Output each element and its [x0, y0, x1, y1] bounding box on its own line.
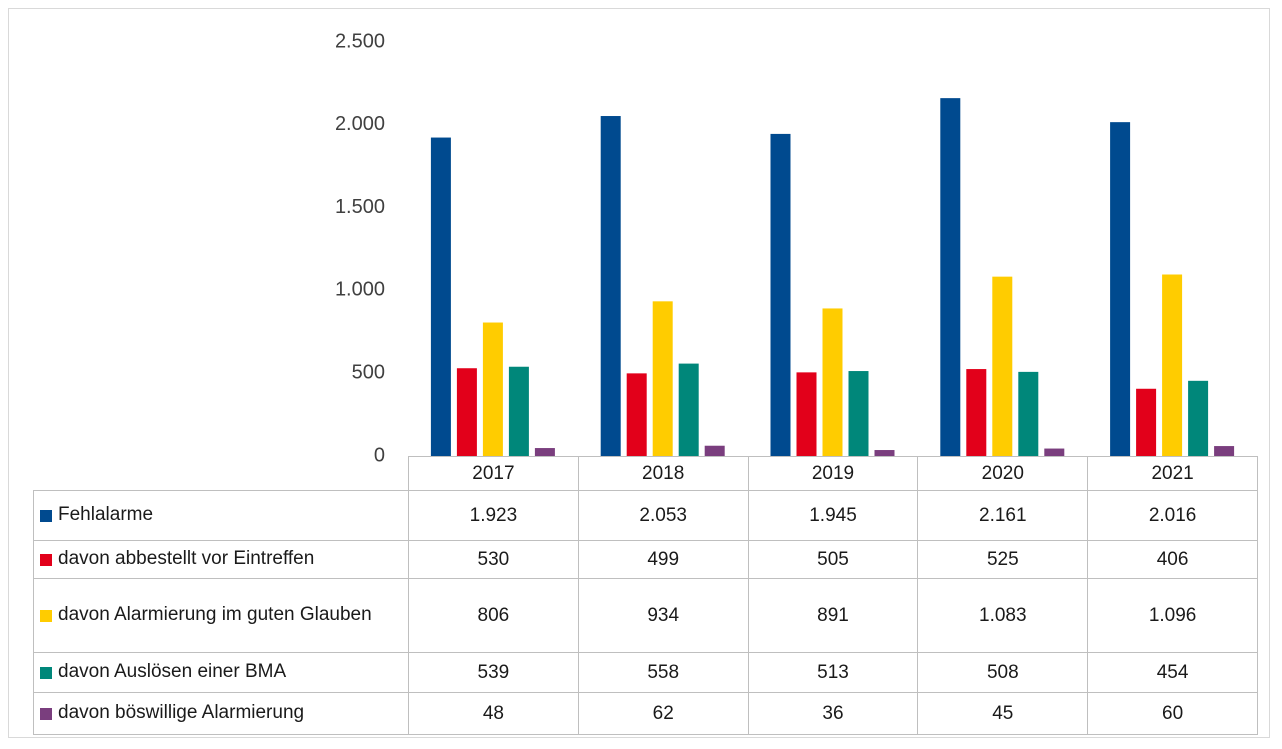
table-row-label: davon abbestellt vor Eintreffen [33, 540, 409, 579]
legend-key [40, 609, 52, 622]
legend-label: davon Auslösen einer BMA [58, 661, 287, 683]
table-value: 1.083 [917, 578, 1089, 653]
table-value: 1.096 [1087, 578, 1258, 653]
table-value: 62 [577, 692, 749, 735]
table-value: 530 [408, 540, 579, 579]
bar [770, 133, 791, 456]
legend-key [40, 666, 52, 679]
table-value: 934 [577, 578, 749, 653]
legend-label: davon böswillige Alarmierung [58, 702, 305, 724]
bar [1110, 122, 1131, 457]
bar [430, 137, 451, 456]
bar [1018, 371, 1039, 456]
legend-key [40, 509, 52, 522]
bar [940, 98, 961, 456]
table-row-label: Fehlalarme [33, 490, 409, 541]
chart-frame [8, 8, 1270, 738]
bar [626, 373, 647, 456]
y-tick-label: 1.500 [335, 196, 385, 218]
y-tick-label: 2.000 [335, 113, 385, 135]
legend-label: davon Alarmierung im guten Glauben [58, 604, 372, 626]
y-tick-label: 2.500 [335, 30, 385, 52]
bar [1214, 446, 1235, 456]
table-header-cell: 2018 [577, 456, 749, 491]
legend-label: davon abbestellt vor Eintreffen [58, 548, 315, 570]
table-value: 45 [917, 692, 1089, 735]
table-header-cell: 2020 [917, 456, 1089, 491]
table-value: 2.016 [1087, 490, 1258, 541]
legend-key [40, 553, 52, 566]
table-header-cell: 2021 [1087, 456, 1258, 491]
bar [534, 448, 555, 456]
table-value: 806 [408, 578, 579, 653]
table-value: 558 [577, 652, 749, 693]
table-value: 2.053 [577, 490, 749, 541]
table-value: 499 [577, 540, 749, 579]
table-value: 1.945 [747, 490, 919, 541]
bar [796, 372, 817, 456]
table-value: 508 [917, 652, 1089, 693]
table-header-cell: 2017 [408, 456, 579, 491]
bar [456, 368, 477, 456]
table-row-label: davon Auslösen einer BMA [33, 652, 409, 693]
legend-label: Fehlalarme [58, 504, 154, 526]
table-value: 2.161 [917, 490, 1089, 541]
bar [992, 276, 1013, 456]
bar [482, 322, 503, 456]
y-tick-label: 1.000 [335, 279, 385, 301]
bar [704, 445, 725, 456]
bar [822, 308, 843, 456]
bar [678, 363, 699, 456]
bar [848, 371, 869, 456]
table-value: 48 [408, 692, 579, 735]
table-value: 513 [747, 652, 919, 693]
table-value: 1.923 [408, 490, 579, 541]
table-row-label: davon Alarmierung im guten Glauben [33, 578, 409, 653]
table-row-label: davon böswillige Alarmierung [33, 692, 409, 735]
table-value: 539 [408, 652, 579, 693]
bar [966, 369, 987, 456]
bar [652, 301, 673, 456]
bar [600, 116, 621, 457]
y-tick-label: 0 [374, 444, 385, 466]
table-header-cell: 2019 [747, 456, 919, 491]
table-value: 454 [1087, 652, 1258, 693]
y-tick-label: 500 [352, 361, 385, 383]
legend-key [40, 707, 52, 720]
table-value: 406 [1087, 540, 1258, 579]
table-value: 891 [747, 578, 919, 653]
bar [1136, 388, 1157, 456]
bar [508, 366, 529, 456]
bar [874, 450, 895, 456]
bar [1188, 380, 1209, 456]
bar [1044, 448, 1065, 456]
table-value: 505 [747, 540, 919, 579]
table-value: 36 [747, 692, 919, 735]
bar [1162, 274, 1183, 456]
table-value: 60 [1087, 692, 1258, 735]
table-value: 525 [917, 540, 1089, 579]
